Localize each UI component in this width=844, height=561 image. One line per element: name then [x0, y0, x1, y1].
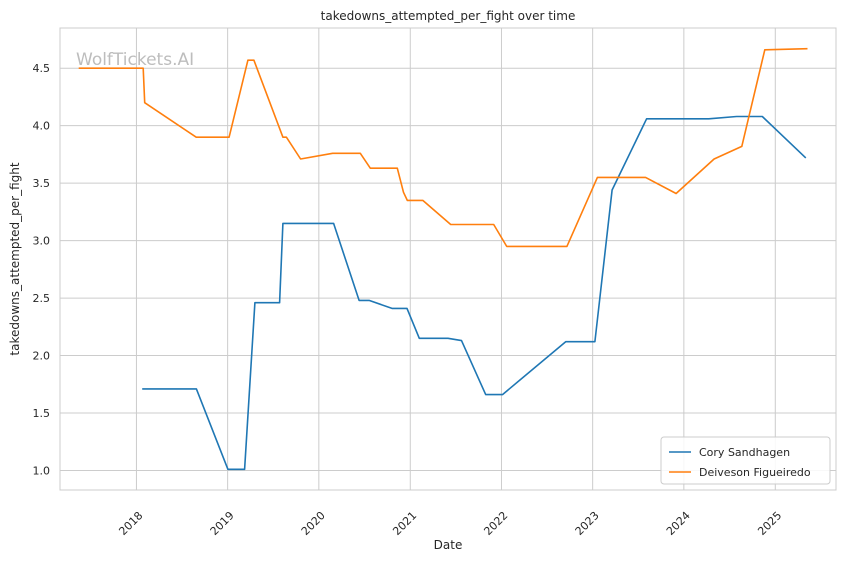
- legend: Cory Sandhagen Deiveson Figueiredo: [660, 436, 831, 485]
- y-tick-label: 3.5: [33, 177, 51, 190]
- y-tick-label: 2.5: [33, 292, 51, 305]
- legend-label-cory-sandhagen: Cory Sandhagen: [699, 446, 790, 459]
- chart-title: takedowns_attempted_per_fight over time: [321, 9, 576, 23]
- series-lines: [78, 47, 808, 471]
- watermark-text: WolfTickets.AI: [76, 50, 194, 70]
- legend-box: [660, 436, 831, 485]
- y-tick-label: 1.5: [33, 407, 51, 420]
- y-axis-ticks: 1.0 1.5 2.0 2.5 3.0 3.5 4.0 4.5: [33, 62, 51, 477]
- x-axis-title: Date: [434, 538, 463, 552]
- y-tick-label: 1.0: [33, 464, 51, 477]
- y-tick-label: 4.0: [33, 120, 51, 133]
- legend-label-deiveson-figueiredo: Deiveson Figueiredo: [699, 466, 811, 479]
- grid-lines: [60, 28, 836, 490]
- y-tick-label: 4.5: [33, 62, 51, 75]
- series-line-cory-sandhagen: [142, 115, 807, 471]
- plot-area-frame: [59, 27, 837, 491]
- series-line-deiveson-figueiredo: [78, 47, 808, 248]
- y-tick-label: 3.0: [33, 235, 51, 248]
- y-tick-label: 2.0: [33, 350, 51, 363]
- y-axis-title: takedowns_attempted_per_fight: [8, 162, 22, 355]
